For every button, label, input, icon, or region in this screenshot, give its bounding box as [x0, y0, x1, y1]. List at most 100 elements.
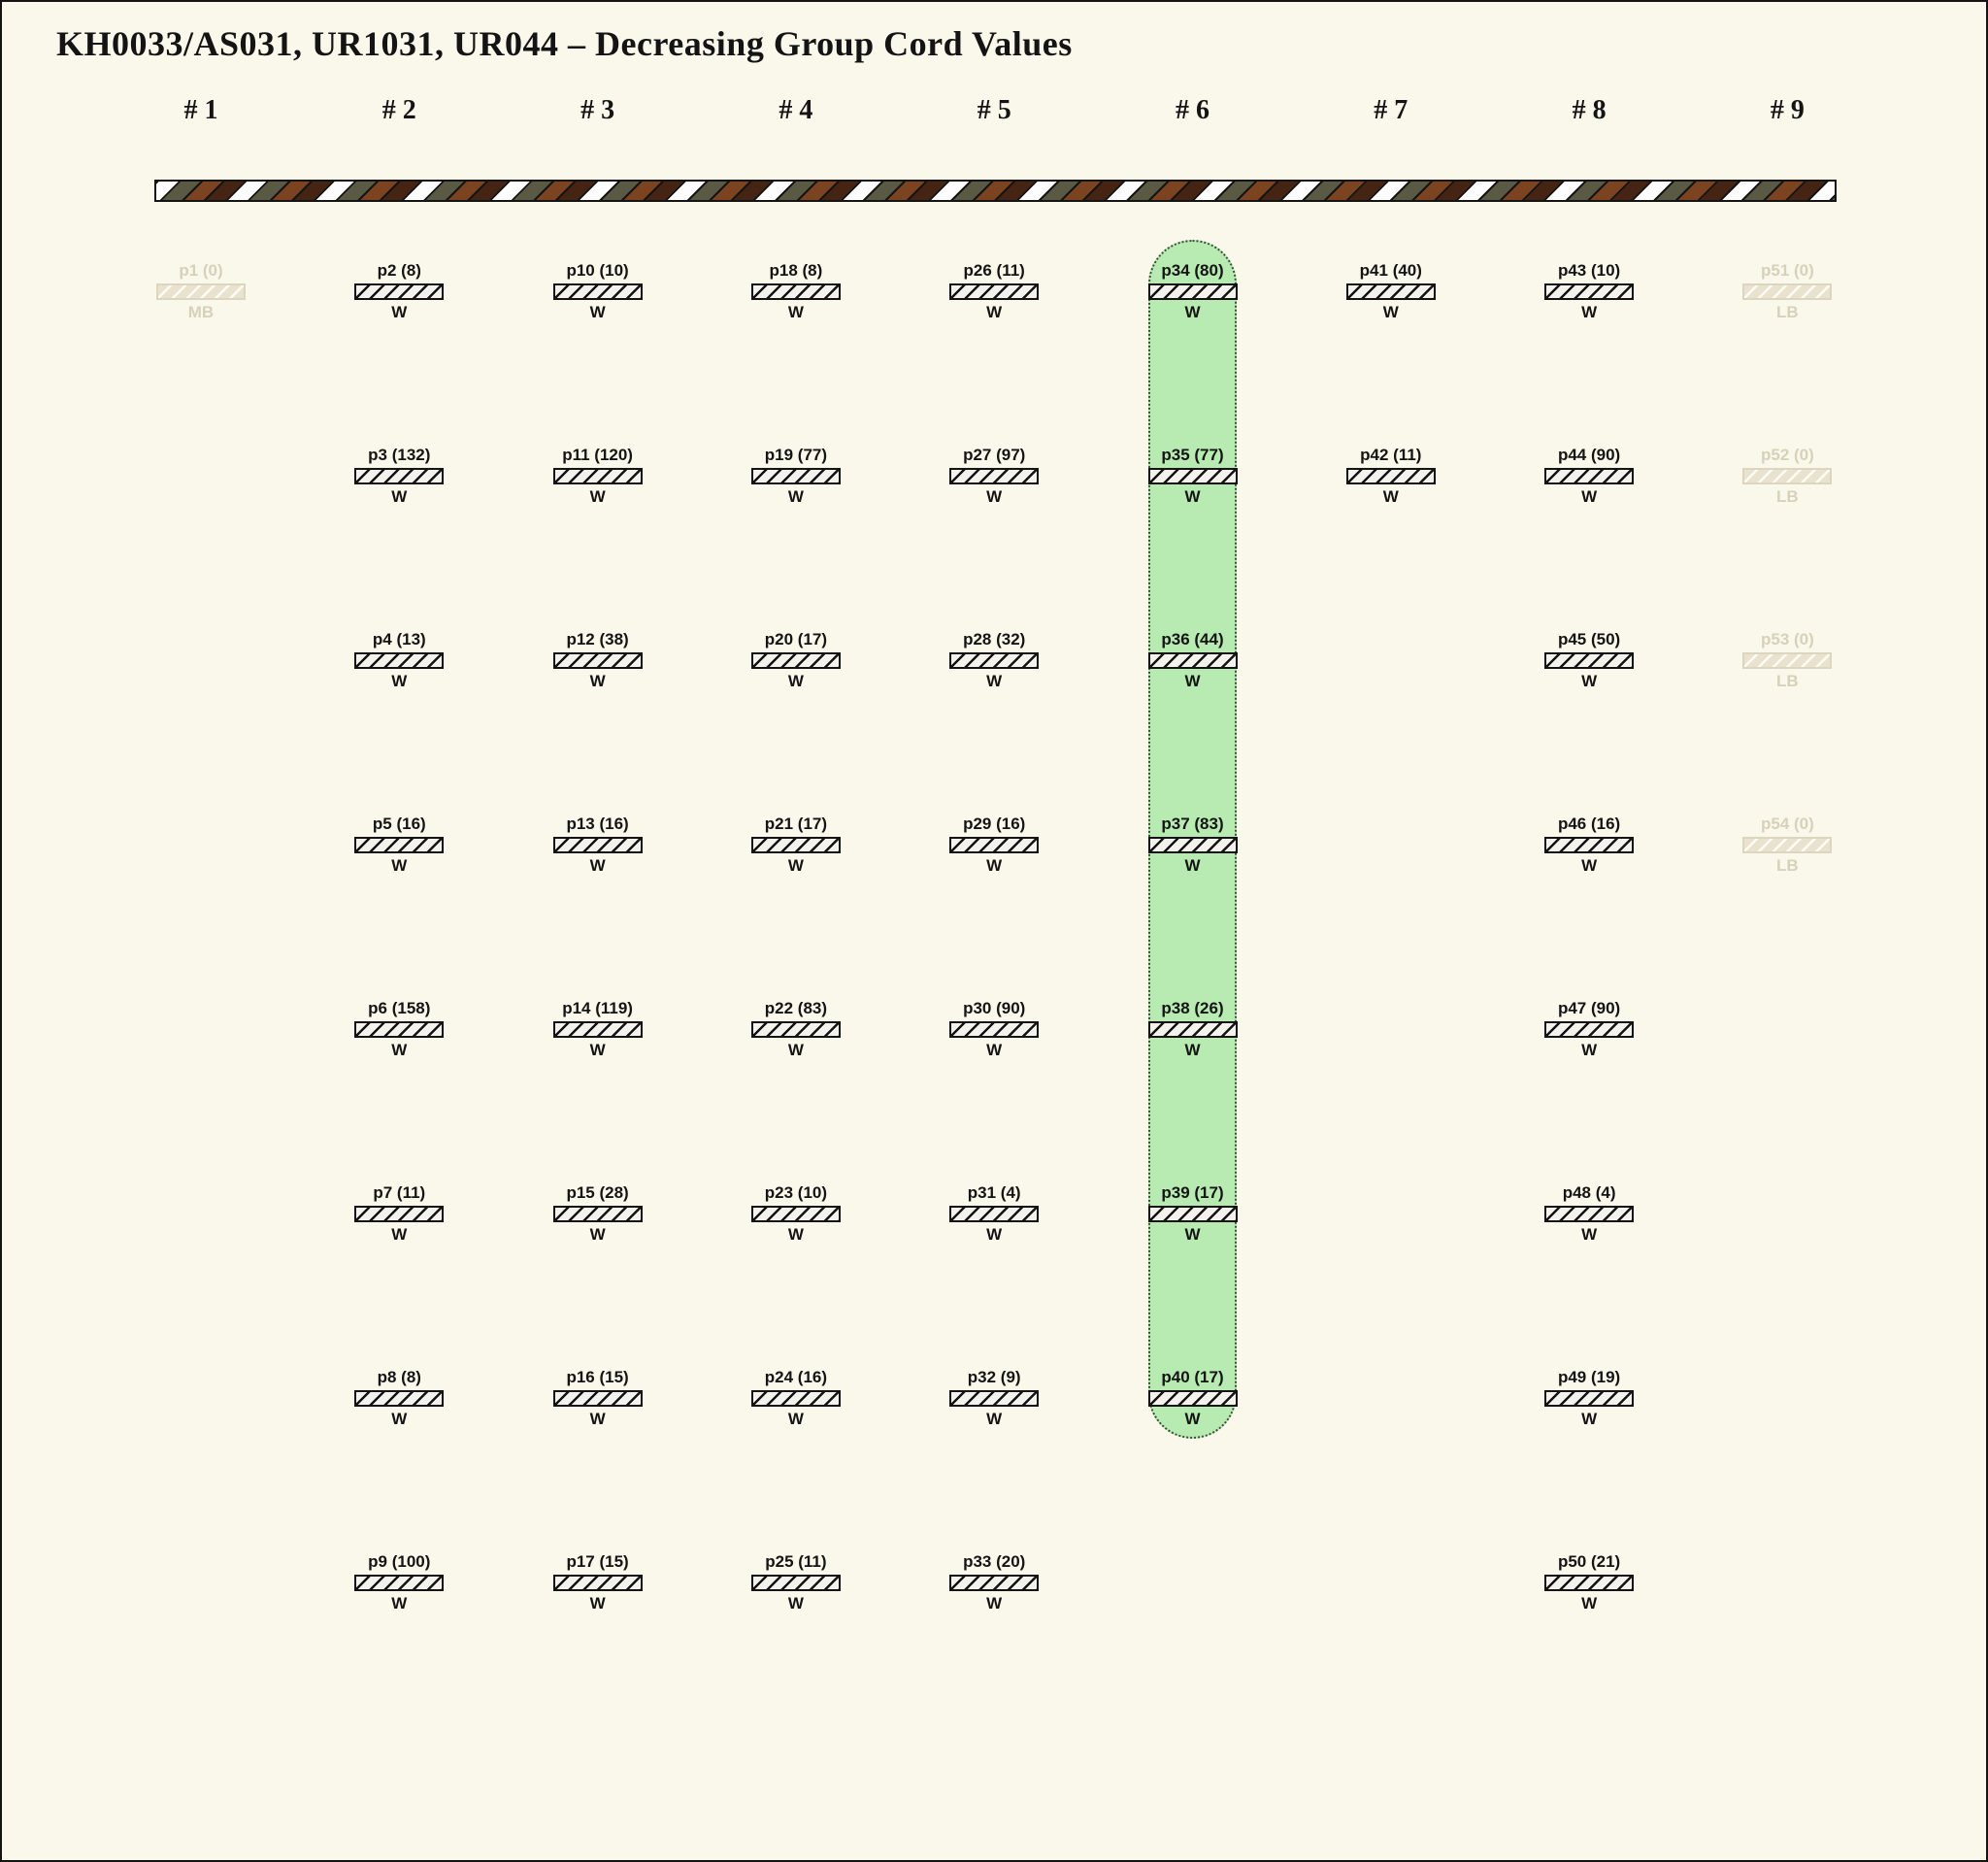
cord-cell: p12 (38) W [530, 629, 666, 695]
cord-tag: W [589, 1225, 606, 1244]
cord-cell: p28 (32) W [926, 629, 1062, 695]
cord-hatched-bar [552, 1021, 643, 1038]
cord-cell: p45 (50) W [1521, 629, 1657, 695]
cord-hatched-bar [750, 283, 841, 300]
cord-hatched-bar [1544, 837, 1635, 853]
cord-cell: p43 (10) W [1521, 260, 1657, 326]
column-header: # 3 [580, 95, 615, 125]
cord-label: p8 (8) [377, 1368, 421, 1386]
cord-cell: p4 (13) W [331, 629, 467, 695]
cord-tag: W [391, 1041, 408, 1059]
cord-cell: p39 (17) W [1125, 1182, 1261, 1248]
column-header: # 9 [1770, 95, 1805, 125]
cord-label: p30 (90) [963, 999, 1026, 1017]
cord-tag: W [986, 1041, 1003, 1059]
cord-cell: p54 (0) LB [1719, 814, 1855, 880]
cord-label: p5 (16) [372, 815, 426, 833]
cord-label: p6 (158) [368, 999, 431, 1017]
cord-cell: p8 (8) W [331, 1367, 467, 1433]
cord-tag: W [986, 487, 1003, 506]
cord-cell: p32 (9) W [926, 1367, 1062, 1433]
cord-cell: p31 (4) W [926, 1182, 1062, 1248]
cord-tag: W [1184, 487, 1201, 506]
cord-label: p2 (8) [377, 261, 421, 280]
cord-cell: p27 (97) W [926, 445, 1062, 511]
column-header: # 5 [977, 95, 1011, 125]
cord-tag: W [1581, 856, 1598, 875]
cord-tag: W [986, 672, 1003, 690]
cord-cell: p33 (20) W [926, 1551, 1062, 1617]
cord-hatched-bar [1147, 1390, 1238, 1407]
cord-tag: W [589, 1594, 606, 1613]
cord-tag: W [1184, 1041, 1201, 1059]
cord-tag: W [1581, 1594, 1598, 1613]
cord-tag: LB [1776, 856, 1799, 875]
cord-cell: p48 (4) W [1521, 1182, 1657, 1248]
cord-label: p17 (15) [566, 1552, 629, 1571]
cord-label: p11 (120) [562, 446, 633, 464]
cord-label: p44 (90) [1557, 446, 1621, 464]
cord-cell: p13 (16) W [530, 814, 666, 880]
cord-hatched-bar [354, 1575, 445, 1591]
cord-hatched-bar [750, 1575, 841, 1591]
cord-tag: W [986, 856, 1003, 875]
cord-tag: W [986, 303, 1003, 321]
cord-tag: W [787, 487, 804, 506]
cord-label: p29 (16) [963, 815, 1026, 833]
cord-hatched-bar [1147, 1206, 1238, 1222]
cord-tag: W [1581, 303, 1598, 321]
cord-label: p37 (83) [1161, 815, 1224, 833]
cord-hatched-bar [1544, 1021, 1635, 1038]
cord-hatched-bar [1544, 468, 1635, 484]
cord-cell: p38 (26) W [1125, 998, 1261, 1064]
cord-tag: W [589, 1041, 606, 1059]
cord-tag: W [1184, 672, 1201, 690]
cord-hatched-bar [750, 1390, 841, 1407]
cord-tag: W [1581, 1410, 1598, 1428]
cord-label: p22 (83) [764, 999, 828, 1017]
cord-tag: W [589, 487, 606, 506]
cord-hatched-bar [1345, 468, 1436, 484]
cord-cell: p49 (19) W [1521, 1367, 1657, 1433]
column-header: # 2 [381, 95, 416, 125]
cord-cell: p51 (0) LB [1719, 260, 1855, 326]
cord-label: p14 (119) [562, 999, 633, 1017]
striped-cord-bar [154, 180, 1837, 202]
cord-hatched-bar [1742, 652, 1833, 669]
cord-cell: p3 (132) W [331, 445, 467, 511]
column-header: # 7 [1374, 95, 1408, 125]
cord-hatched-bar [1742, 283, 1833, 300]
cord-hatched-bar [750, 468, 841, 484]
cord-tag: W [589, 856, 606, 875]
cord-label: p13 (16) [566, 815, 629, 833]
cord-tag: W [391, 1225, 408, 1244]
cord-label: p23 (10) [764, 1183, 828, 1202]
cord-tag: W [1382, 303, 1399, 321]
cord-label: p53 (0) [1760, 630, 1814, 648]
cord-hatched-bar [1544, 1575, 1635, 1591]
cord-cell: p47 (90) W [1521, 998, 1657, 1064]
cord-hatched-bar [1147, 468, 1238, 484]
cord-label: p19 (77) [764, 446, 828, 464]
cord-label: p3 (132) [368, 446, 431, 464]
cord-tag: W [986, 1594, 1003, 1613]
cord-label: p49 (19) [1557, 1368, 1621, 1386]
cord-hatched-bar [354, 468, 445, 484]
cord-hatched-bar [1544, 652, 1635, 669]
cord-label: p16 (15) [566, 1368, 629, 1386]
cord-tag: W [787, 1225, 804, 1244]
column-header: # 8 [1572, 95, 1607, 125]
cord-hatched-bar [1147, 283, 1238, 300]
cord-cell: p26 (11) W [926, 260, 1062, 326]
cord-label: p24 (16) [764, 1368, 828, 1386]
cord-tag: W [1581, 487, 1598, 506]
cord-hatched-bar [1742, 468, 1833, 484]
cord-hatched-bar [552, 837, 643, 853]
cord-label: p26 (11) [963, 261, 1025, 280]
cord-label: p28 (32) [963, 630, 1026, 648]
cord-tag: W [1184, 856, 1201, 875]
cord-hatched-bar [354, 283, 445, 300]
cord-hatched-bar [552, 1390, 643, 1407]
cord-tag: W [1581, 1041, 1598, 1059]
